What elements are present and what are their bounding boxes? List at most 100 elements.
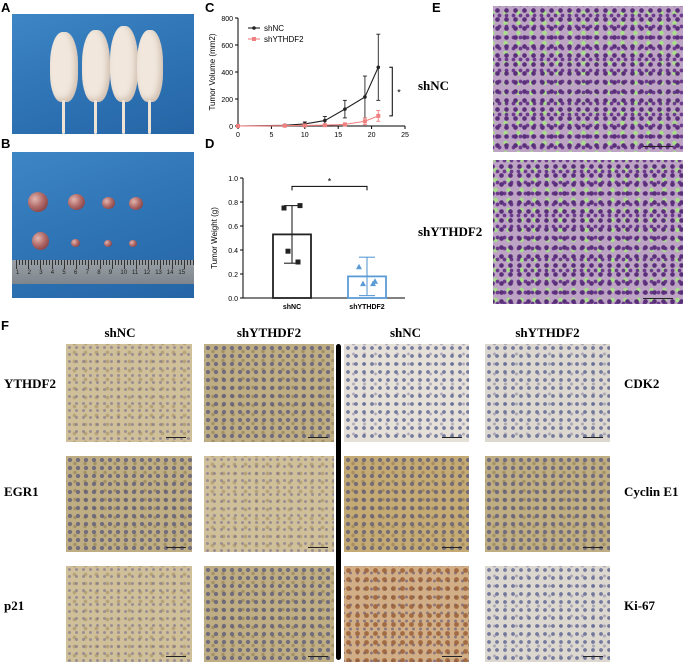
ruler-tick	[64, 260, 65, 269]
data-point-shNC	[376, 65, 381, 70]
y-tick-label: 0.8	[228, 200, 238, 207]
tumor	[129, 197, 143, 210]
ruler-tick	[34, 260, 35, 265]
ruler-tick	[181, 260, 182, 265]
mouse-tail-4	[148, 100, 151, 134]
ruler-tick	[88, 260, 89, 269]
x-tick-label: shYTHDF2	[349, 304, 385, 310]
scale-bar	[308, 656, 328, 657]
ruler-tick	[130, 260, 131, 265]
mouse-3	[110, 26, 138, 102]
panel-letter-a: A	[1, 0, 11, 15]
ruler-number: 7	[85, 270, 89, 276]
ruler-tick	[100, 260, 101, 269]
y-tick-label: 800	[221, 16, 233, 23]
ihc-ki67-shythdf2	[485, 566, 610, 662]
data-point-shNC	[295, 259, 301, 265]
ruler-tick	[79, 260, 80, 265]
ruler-number: 12	[143, 270, 151, 276]
y-tick-label: 0.4	[228, 248, 238, 255]
ihc-egr1-shythdf2	[204, 456, 334, 552]
ihc-ki67-shnc	[344, 566, 469, 662]
ruler-tick	[61, 260, 62, 265]
row-label-ythdf2: YTHDF2	[4, 376, 56, 391]
ruler-tick	[76, 260, 77, 269]
y-axis-label: Tumor Weight (g)	[210, 207, 219, 269]
ruler-number: 10	[120, 270, 128, 276]
tumor	[32, 232, 49, 250]
ruler-tick	[28, 260, 29, 269]
row-label-cyclin-e1: Cyclin E1	[624, 484, 679, 499]
col-label-left-shythdf2: shYTHDF2	[236, 325, 302, 340]
scale-bar	[166, 437, 186, 438]
row-label-egr1: EGR1	[4, 484, 39, 499]
tumor-volume-chart: 0 200 400 600 800 0 5 10 15 20 25 Tumor Volume (mm2…	[208, 16, 409, 138]
ruler-tick	[121, 260, 122, 265]
y-tick-label: 400	[221, 70, 233, 77]
col-label-right-shythdf2: shYTHDF2	[515, 325, 580, 340]
scale-bar	[166, 656, 186, 657]
series-line-shYTHDF2	[237, 115, 379, 127]
ruler-tick	[40, 260, 41, 269]
ruler-tick	[112, 260, 113, 269]
ruler-tick	[184, 260, 185, 269]
ruler-tick	[124, 260, 125, 269]
ihc-ythdf2-shnc	[66, 344, 192, 442]
mouse-4	[137, 30, 163, 102]
tumor	[71, 239, 80, 247]
ruler-number: 8	[97, 270, 101, 276]
panel-letter-f: F	[1, 318, 9, 333]
data-point-shYTHDF2	[236, 124, 240, 128]
data-point-shNC	[343, 107, 347, 111]
row-label-cdk2: CDK2	[624, 376, 660, 391]
col-label-left-shnc: shNC	[104, 325, 136, 340]
panel-letter-e: E	[432, 0, 441, 15]
data-point-shYTHDF2	[362, 119, 367, 124]
ruler-tick	[94, 260, 95, 265]
data-point-shYTHDF2	[370, 280, 376, 287]
tumor	[104, 240, 112, 247]
ruler-number: 3	[39, 270, 43, 276]
x-tick-label: 15	[334, 132, 342, 138]
ruler-tick	[148, 260, 149, 269]
data-point-shYTHDF2	[376, 113, 381, 118]
ruler-number: 13	[155, 270, 162, 276]
y-tick-label: 0.2	[228, 272, 238, 279]
mouse-tail-2	[94, 100, 97, 134]
scale-bar	[583, 656, 603, 657]
ruler-tick	[91, 260, 92, 265]
y-axis-label: Tumor Volume (mm2)	[208, 33, 217, 110]
significance-bracket	[291, 185, 368, 191]
ruler-number: 1	[16, 270, 20, 276]
scale-bar	[442, 656, 462, 657]
scale-bar	[308, 547, 328, 548]
ruler-tick	[103, 260, 104, 265]
scale-bar	[643, 298, 673, 299]
ihc-egr1-shnc	[66, 456, 192, 552]
ruler-tick	[43, 260, 44, 265]
significance-star: *	[328, 176, 332, 186]
tumor	[129, 240, 137, 247]
legend-label-shNC: shNC	[264, 24, 284, 33]
ruler-tick	[145, 260, 146, 265]
significance-star: *	[397, 88, 401, 98]
mouse-1	[50, 32, 78, 102]
data-point-shYTHDF2	[356, 263, 362, 270]
y-tick-label: 200	[221, 97, 233, 104]
ruler-tick	[82, 260, 83, 265]
scale-bar	[308, 437, 328, 438]
tumor	[102, 197, 115, 209]
ruler-tick	[175, 260, 176, 265]
ruler-tick	[178, 260, 179, 265]
ihc-p21-shythdf2	[204, 566, 334, 662]
ruler-tick	[163, 260, 164, 265]
ihc-cyclin-e1-shythdf2	[485, 456, 610, 552]
ruler-tick	[139, 260, 140, 265]
tumor	[28, 192, 48, 212]
ihc-cdk2-shnc	[344, 344, 469, 442]
ruler-number: 9	[108, 270, 113, 276]
ruler-number: 14	[166, 270, 174, 276]
data-point-shNC	[281, 205, 287, 211]
ruler-tick	[169, 260, 170, 265]
legend-label-shYTHDF2: shYTHDF2	[264, 35, 304, 44]
